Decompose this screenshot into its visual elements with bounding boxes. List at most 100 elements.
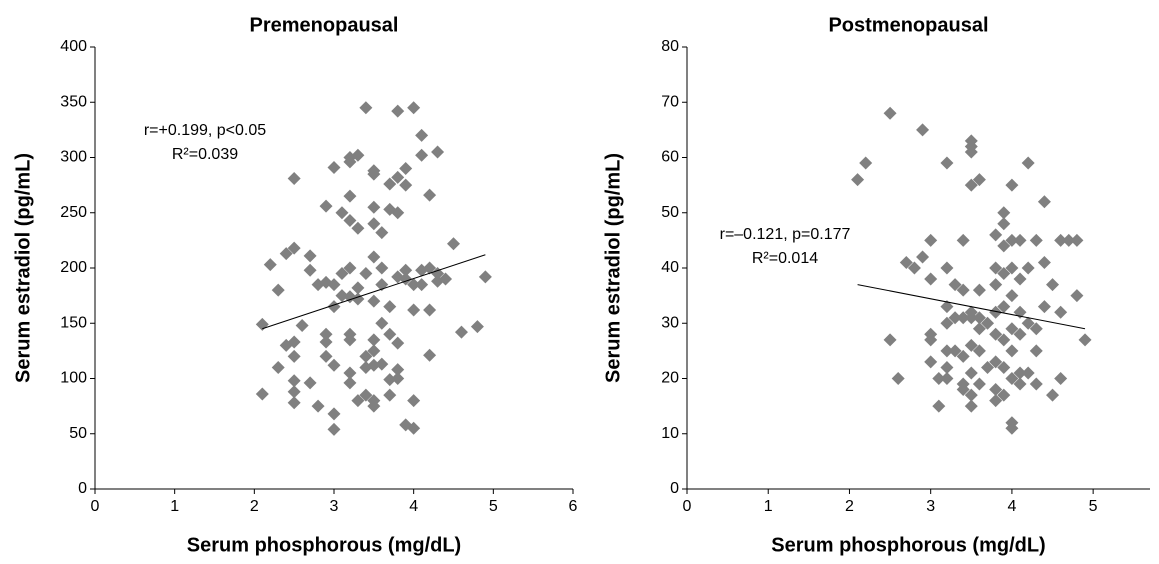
data-point (932, 399, 946, 413)
x-tick-label: 4 (1007, 498, 1016, 515)
data-point (989, 228, 1003, 242)
data-point (948, 344, 962, 358)
data-point (1005, 322, 1019, 336)
x-tick-label: 5 (489, 498, 498, 515)
data-point (391, 170, 405, 184)
data-point (997, 388, 1011, 402)
data-point (431, 267, 445, 281)
data-point (989, 327, 1003, 341)
data-point (972, 311, 986, 325)
data-point (359, 101, 373, 115)
x-tick-label: 6 (569, 498, 578, 515)
data-point (359, 349, 373, 363)
data-point (948, 311, 962, 325)
data-point (351, 221, 365, 235)
x-tick-label: 3 (330, 498, 339, 515)
data-point (367, 294, 381, 308)
data-point (303, 249, 317, 263)
data-point (415, 148, 429, 162)
data-point (940, 316, 954, 330)
data-point (367, 344, 381, 358)
data-point (1029, 344, 1043, 358)
data-point (1054, 305, 1068, 319)
data-point (1037, 195, 1051, 209)
data-point (367, 217, 381, 231)
data-point (940, 360, 954, 374)
y-tick-label: 0 (78, 480, 87, 497)
y-tick-label: 30 (661, 314, 679, 331)
data-point (940, 261, 954, 275)
data-point (1013, 233, 1027, 247)
data-point (972, 322, 986, 336)
data-point (287, 396, 301, 410)
data-point (431, 145, 445, 159)
data-point (327, 422, 341, 436)
y-tick-label: 0 (670, 480, 679, 497)
data-point (859, 156, 873, 170)
data-point (287, 349, 301, 363)
data-point (343, 366, 357, 380)
data-point (391, 363, 405, 377)
annotation: r=–0.121, p=0.177 (720, 226, 851, 243)
data-point (1037, 255, 1051, 269)
data-point (1054, 372, 1068, 385)
data-point (956, 233, 970, 247)
data-point (1013, 327, 1027, 341)
data-point (367, 250, 381, 264)
data-point (1013, 366, 1027, 380)
data-point (319, 199, 333, 213)
data-point (964, 178, 978, 192)
y-tick-label: 70 (661, 93, 679, 110)
data-point (407, 278, 421, 292)
data-point (367, 358, 381, 372)
y-tick-label: 20 (661, 370, 679, 387)
data-point (1005, 344, 1019, 358)
data-point (1046, 388, 1060, 402)
data-point (964, 145, 978, 159)
data-point (447, 237, 460, 251)
data-point (997, 267, 1011, 281)
data-point (391, 372, 405, 385)
annotation: R²=0.039 (172, 146, 238, 163)
data-point (295, 318, 309, 332)
data-point (375, 316, 389, 330)
data-point (319, 327, 333, 341)
data-point (351, 281, 365, 295)
x-tick-label: 4 (409, 498, 418, 515)
data-point (343, 376, 357, 390)
trend-line (857, 284, 1086, 330)
data-point (899, 255, 913, 269)
data-point (383, 388, 397, 402)
x-tick-label: 2 (845, 498, 854, 515)
data-point (916, 250, 930, 264)
data-point (470, 320, 484, 334)
data-point (932, 372, 946, 385)
data-point (883, 333, 897, 347)
data-point (343, 261, 357, 275)
data-point (1046, 278, 1060, 292)
x-tick-label: 3 (926, 498, 935, 515)
data-point (327, 358, 341, 372)
data-point (1070, 233, 1084, 247)
data-point (924, 272, 938, 286)
y-tick-label: 150 (60, 314, 87, 331)
data-point (423, 188, 437, 202)
data-point (1021, 316, 1035, 330)
data-point (1078, 333, 1092, 347)
data-point (1021, 261, 1035, 275)
x-tick-label: 0 (91, 498, 100, 515)
data-point (263, 258, 277, 272)
data-point (948, 278, 962, 292)
data-point (1005, 421, 1019, 435)
x-tick-label: 1 (170, 498, 179, 515)
data-point (391, 206, 405, 220)
data-point (383, 300, 397, 314)
data-point (367, 200, 381, 214)
data-point (255, 387, 269, 401)
data-point (997, 239, 1011, 253)
data-point (989, 305, 1003, 319)
data-point (319, 349, 333, 363)
data-point (279, 247, 293, 261)
data-point (407, 303, 421, 317)
data-point (989, 261, 1003, 275)
